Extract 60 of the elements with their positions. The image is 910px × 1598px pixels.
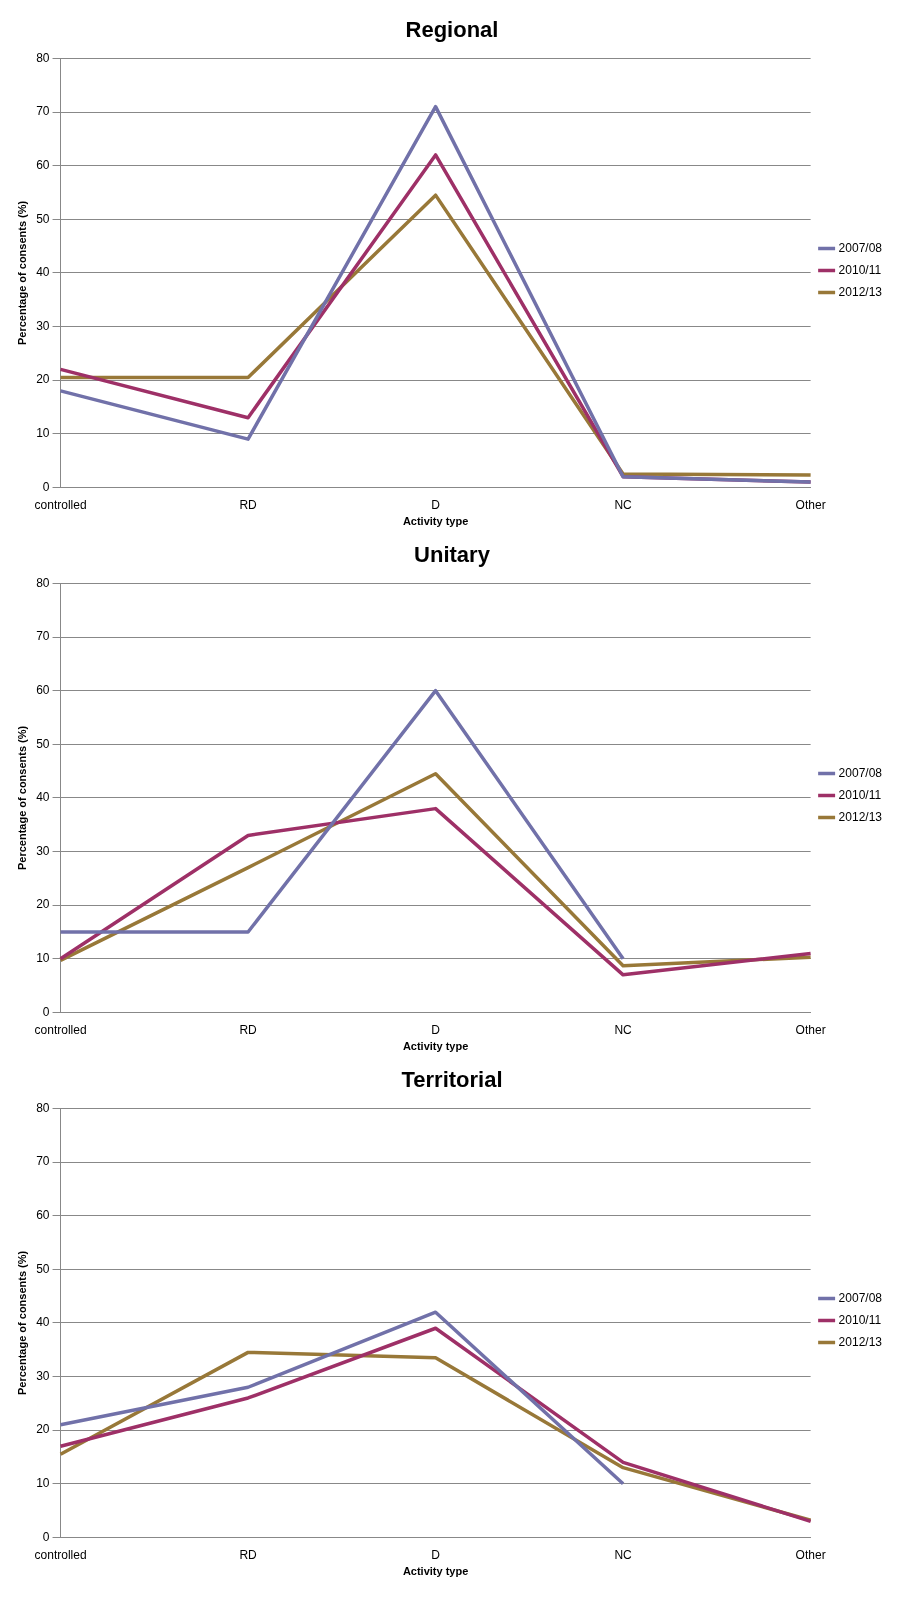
x-axis-title: Activity type xyxy=(402,1040,469,1053)
y-tick-label: 20 xyxy=(36,372,50,387)
x-tick-label: NC xyxy=(614,1022,633,1037)
x-tick-label: controlled xyxy=(34,497,87,512)
chart-title: Regional xyxy=(405,17,499,43)
y-tick-label: 70 xyxy=(36,629,50,644)
legend-label: 2012/13 xyxy=(838,284,883,299)
x-tick-label: D xyxy=(431,497,441,512)
y-axis-title: Percentage of consents (%) xyxy=(15,1250,28,1396)
y-tick-label: 30 xyxy=(36,843,50,858)
x-tick-label: D xyxy=(431,1547,441,1562)
legend-label: 2007/08 xyxy=(838,240,883,255)
y-tick-label: 80 xyxy=(36,575,50,590)
y-tick-label: 40 xyxy=(36,1315,50,1330)
y-axis-title: Percentage of consents (%) xyxy=(15,725,28,871)
y-tick-label: 20 xyxy=(36,897,50,912)
x-tick-label: Other xyxy=(795,497,826,512)
legend-label: 2010/11 xyxy=(838,787,882,802)
x-tick-label: RD xyxy=(239,497,258,512)
x-tick-label: NC xyxy=(614,497,633,512)
y-tick-label: 10 xyxy=(36,1476,50,1491)
x-axis-title: Activity type xyxy=(402,515,469,528)
y-tick-label: 50 xyxy=(36,736,50,751)
y-tick-label: 50 xyxy=(36,1261,50,1276)
legend-label: 2007/08 xyxy=(838,765,883,780)
y-tick-label: 0 xyxy=(42,479,50,494)
y-tick-label: 10 xyxy=(36,951,50,966)
y-tick-label: 0 xyxy=(42,1529,50,1544)
x-tick-label: controlled xyxy=(34,1547,87,1562)
y-tick-label: 80 xyxy=(36,1100,50,1115)
y-tick-label: 40 xyxy=(36,265,50,280)
legend-label: 2007/08 xyxy=(838,1290,883,1305)
x-tick-label: RD xyxy=(239,1547,258,1562)
x-tick-label: D xyxy=(431,1022,441,1037)
y-tick-label: 70 xyxy=(36,1154,50,1169)
legend-label: 2010/11 xyxy=(838,262,882,277)
legend-label: 2010/11 xyxy=(838,1312,882,1327)
x-axis-title: Activity type xyxy=(402,1565,469,1578)
y-tick-label: 10 xyxy=(36,426,50,441)
y-axis-title: Percentage of consents (%) xyxy=(15,200,28,346)
x-tick-label: controlled xyxy=(34,1022,87,1037)
x-tick-label: Other xyxy=(795,1547,826,1562)
x-tick-label: NC xyxy=(614,1547,633,1562)
x-tick-label: Other xyxy=(795,1022,826,1037)
y-tick-label: 60 xyxy=(36,682,50,697)
chart-title: Territorial xyxy=(401,1067,503,1093)
chart-title: Unitary xyxy=(414,542,491,568)
y-tick-label: 20 xyxy=(36,1422,50,1437)
y-tick-label: 60 xyxy=(36,1207,50,1222)
legend-label: 2012/13 xyxy=(838,809,883,824)
y-tick-label: 30 xyxy=(36,318,50,333)
y-tick-label: 60 xyxy=(36,157,50,172)
y-tick-label: 30 xyxy=(36,1368,50,1383)
x-tick-label: RD xyxy=(239,1022,258,1037)
legend-label: 2012/13 xyxy=(838,1334,883,1349)
y-tick-label: 50 xyxy=(36,211,50,226)
y-tick-label: 70 xyxy=(36,104,50,119)
y-tick-label: 80 xyxy=(36,50,50,65)
y-tick-label: 40 xyxy=(36,790,50,805)
y-tick-label: 0 xyxy=(42,1004,50,1019)
